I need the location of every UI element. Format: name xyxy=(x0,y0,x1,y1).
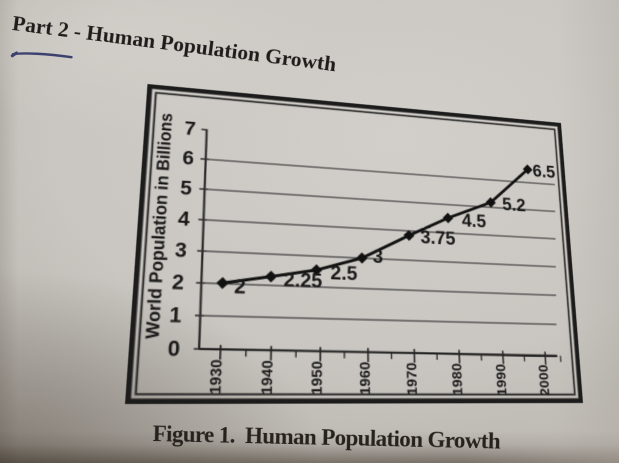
svg-text:3: 3 xyxy=(174,239,187,262)
svg-text:1980: 1980 xyxy=(450,363,466,395)
svg-text:3.75: 3.75 xyxy=(420,227,456,249)
svg-text:2.25: 2.25 xyxy=(283,270,322,293)
svg-text:1990: 1990 xyxy=(494,364,510,396)
svg-text:2.5: 2.5 xyxy=(330,262,357,285)
svg-text:1: 1 xyxy=(169,304,182,328)
svg-text:7: 7 xyxy=(184,118,196,139)
svg-text:2: 2 xyxy=(171,271,184,294)
svg-text:2000: 2000 xyxy=(537,364,553,396)
svg-text:1970: 1970 xyxy=(405,362,421,395)
svg-text:1940: 1940 xyxy=(259,360,277,395)
svg-text:1960: 1960 xyxy=(358,362,374,395)
svg-text:1930: 1930 xyxy=(207,359,226,394)
svg-text:5: 5 xyxy=(180,178,193,200)
svg-text:6.5: 6.5 xyxy=(532,162,556,182)
svg-text:1950: 1950 xyxy=(309,361,326,395)
svg-text:4.5: 4.5 xyxy=(461,211,486,232)
svg-text:2: 2 xyxy=(234,276,246,299)
svg-text:5.2: 5.2 xyxy=(502,195,527,216)
svg-text:4: 4 xyxy=(177,208,190,231)
svg-text:0: 0 xyxy=(167,337,181,361)
svg-text:3: 3 xyxy=(373,246,384,268)
svg-text:6: 6 xyxy=(182,148,195,170)
